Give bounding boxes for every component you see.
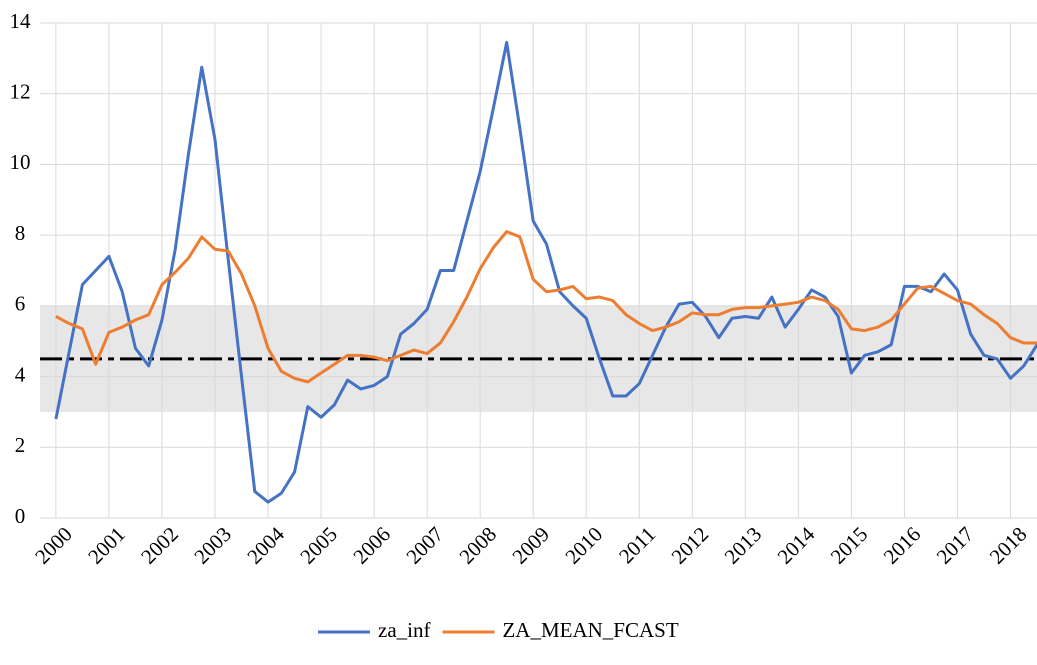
x-tick-label: 2001 bbox=[83, 522, 130, 569]
x-tick-label: 2005 bbox=[295, 522, 342, 569]
x-tick-label: 2015 bbox=[826, 522, 873, 569]
x-tick-label: 2002 bbox=[136, 522, 183, 569]
x-tick-label: 2008 bbox=[454, 522, 501, 569]
legend: za_inf ZA_MEAN_FCAST bbox=[318, 618, 679, 642]
y-tick-label: 14 bbox=[10, 9, 32, 33]
y-tick-label: 12 bbox=[10, 80, 31, 104]
x-tick-label: 2017 bbox=[932, 522, 979, 569]
x-tick-label: 2007 bbox=[401, 522, 448, 569]
x-tick-label: 2012 bbox=[667, 522, 714, 569]
x-tick-label: 2013 bbox=[720, 522, 767, 569]
y-tick-label: 4 bbox=[15, 362, 26, 386]
y-tick-label: 8 bbox=[15, 221, 26, 245]
x-tick-label: 2011 bbox=[614, 522, 660, 568]
x-tick-label: 2016 bbox=[879, 522, 926, 569]
x-tick-label: 2018 bbox=[985, 522, 1032, 569]
x-tick-label: 2006 bbox=[348, 522, 395, 569]
series-line bbox=[54, 40, 1037, 504]
series-line bbox=[55, 230, 1037, 384]
legend-label: za_inf bbox=[378, 618, 430, 642]
y-tick-label: 6 bbox=[15, 292, 26, 316]
y-tick-label: 2 bbox=[15, 433, 26, 457]
x-tick-label: 2000 bbox=[30, 522, 77, 569]
x-tick-label: 2009 bbox=[507, 522, 554, 569]
y-tick-label: 0 bbox=[15, 504, 26, 528]
x-tick-label: 2014 bbox=[773, 522, 820, 569]
legend-label: ZA_MEAN_FCAST bbox=[502, 618, 678, 642]
y-tick-label: 10 bbox=[10, 150, 31, 174]
x-tick-label: 2003 bbox=[189, 522, 236, 569]
x-tick-label: 2004 bbox=[242, 522, 289, 569]
x-tick-label: 2010 bbox=[560, 522, 607, 569]
